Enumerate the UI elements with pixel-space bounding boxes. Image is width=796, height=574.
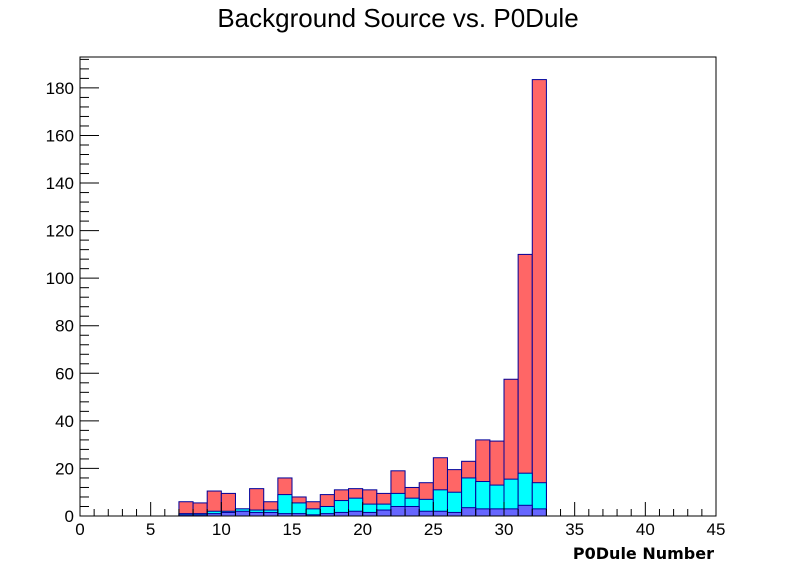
bar-series3-bin-27 — [461, 507, 477, 517]
x-tick-label-25: 25 — [424, 520, 443, 539]
y-tick-label-160: 160 — [46, 126, 74, 145]
chart-title: Background Source vs. P0Dule — [217, 3, 578, 33]
bars-layer — [178, 79, 547, 517]
axes-layer: 0 5 10 15 20 25 30 35 40 45 0 20 40 60 80 100 120 140 160 1… — [46, 58, 726, 539]
plot-frame — [79, 56, 717, 517]
bar-series3-bin-18 — [333, 511, 350, 517]
bar-series3-bin-25 — [432, 510, 448, 517]
y-tick-label-80: 80 — [55, 317, 74, 336]
bar-series3-bin-32 — [531, 508, 547, 517]
bar-series3-bin-11 — [234, 510, 251, 517]
y-tick-label-60: 60 — [55, 364, 74, 383]
x-tick-label-35: 35 — [565, 520, 584, 539]
y-tick-label-100: 100 — [46, 269, 74, 288]
x-tick-label-45: 45 — [707, 520, 726, 539]
bar-series3-bin-12 — [249, 511, 265, 517]
y-tick-label-120: 120 — [46, 222, 74, 241]
y-tick-label-180: 180 — [46, 79, 74, 98]
bar-series3-bin-22 — [390, 505, 406, 517]
bar-series3-bin-19 — [348, 510, 364, 517]
x-tick-label-40: 40 — [636, 520, 655, 539]
y-tick-label-140: 140 — [46, 174, 74, 193]
bar-series3-bin-10 — [220, 511, 236, 517]
bar-series3-bin-20 — [362, 511, 378, 517]
x-tick-label-15: 15 — [283, 520, 302, 539]
bar-series3-bin-24 — [418, 510, 434, 517]
bar-series3-bin-31 — [517, 504, 533, 517]
bar-series3-bin-21 — [376, 509, 392, 517]
bar-series3-bin-28 — [475, 508, 491, 517]
bar-series2-bin-14 — [277, 494, 293, 517]
y-tick-label-40: 40 — [55, 412, 74, 431]
y-tick-label-20: 20 — [55, 459, 74, 478]
x-tick-label-0: 0 — [75, 520, 84, 539]
x-tick-label-20: 20 — [353, 520, 372, 539]
bar-series3-bin-30 — [503, 508, 519, 517]
bar-series3-bin-23 — [404, 505, 420, 517]
bar-series3-bin-29 — [489, 508, 505, 517]
bar-series1-bin-32 — [531, 79, 547, 517]
x-tick-label-5: 5 — [146, 520, 155, 539]
bar-series3-bin-13 — [263, 511, 279, 517]
x-axis-label: P0Dule Number — [573, 544, 714, 563]
x-tick-label-30: 30 — [495, 520, 514, 539]
y-tick-label-0: 0 — [65, 507, 74, 526]
bar-series3-bin-26 — [446, 511, 463, 517]
x-tick-label-10: 10 — [212, 520, 231, 539]
